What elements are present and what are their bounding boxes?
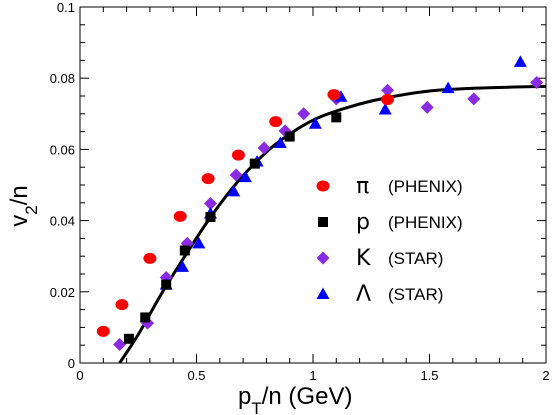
legend: π (PHENIX) p (PHENIX) K (STAR) Λ (STAR) [316, 174, 463, 307]
x-tick-label: 1 [309, 368, 316, 383]
x-tick-label: 2 [542, 368, 549, 383]
circle-point [381, 94, 395, 106]
legend-item: p (PHENIX) [318, 210, 463, 235]
legend-item: Λ (STAR) [316, 282, 443, 307]
circle-point [201, 173, 215, 185]
triangle-point [192, 236, 206, 249]
circle-point [231, 149, 245, 161]
diamond-point [381, 83, 395, 97]
diamond-point [467, 92, 481, 106]
square-point [179, 245, 190, 256]
axis-ticks [79, 6, 547, 364]
triangle-point [176, 260, 190, 272]
series-circle [96, 89, 395, 337]
square-point [331, 112, 342, 123]
diamond-point [530, 75, 544, 89]
triangle-point [441, 81, 455, 94]
circle-point [143, 252, 157, 264]
legend-marker [316, 180, 330, 192]
legend-source: (STAR) [388, 249, 443, 268]
diamond-point [113, 337, 127, 351]
circle-point [327, 89, 341, 101]
circle-point [269, 116, 283, 128]
legend-marker [316, 251, 330, 265]
square-point [284, 131, 295, 142]
series-triangle [159, 55, 527, 290]
diamond-point [297, 107, 311, 121]
circle-point [115, 299, 129, 311]
legend-symbol: π [356, 174, 369, 199]
legend-symbol: K [356, 246, 371, 271]
x-tick-label: 0 [76, 368, 83, 383]
triangle-point [378, 103, 392, 115]
diamond-point [420, 100, 434, 114]
y-tick-label: 0.06 [50, 142, 75, 157]
circle-point [173, 210, 187, 222]
y-axis-title: v2/n [6, 185, 41, 226]
triangle-point [308, 117, 322, 129]
y-tick-label: 0.04 [50, 214, 75, 229]
x-tick-label: 1.5 [420, 368, 438, 383]
legend-source: (PHENIX) [388, 213, 463, 232]
y-axis-label: v2/n [6, 185, 41, 226]
legend-item: π (PHENIX) [316, 174, 463, 199]
legend-symbol: p [356, 210, 370, 235]
y-tick-label: 0.02 [50, 285, 75, 300]
square-point [161, 279, 172, 290]
legend-marker [316, 287, 330, 299]
legend-source: (PHENIX) [388, 177, 463, 196]
x-axis-title: pT/n (GeV) [238, 383, 352, 415]
diamond-point [203, 197, 217, 211]
x-tick-label: 0.5 [187, 368, 205, 383]
square-point [140, 312, 151, 323]
y-tick-label: 0 [68, 356, 75, 371]
x-axis-label: pT/n (GeV) [238, 383, 352, 415]
triangle-point [227, 184, 241, 197]
diamond-point [257, 141, 271, 155]
triangle-point [238, 170, 252, 183]
plot-frame [79, 6, 547, 364]
square-point [249, 158, 260, 169]
fit-curve [118, 84, 547, 364]
diamond-point [229, 168, 243, 182]
triangle-point [273, 136, 287, 148]
circle-point [96, 325, 110, 337]
series-square [123, 112, 342, 344]
data-markers [96, 55, 544, 351]
series-diamond [113, 75, 544, 351]
triangle-point [513, 55, 527, 67]
legend-symbol: Λ [356, 282, 371, 307]
square-point [205, 212, 216, 223]
legend-item: K (STAR) [316, 246, 443, 271]
square-point [123, 333, 134, 344]
legend-marker [318, 217, 328, 227]
axis-tick-labels: 0 0.5 1 1.5 2 0 0.02 0.04 0.06 0.08 0.1 [50, 0, 550, 383]
legend-source: (STAR) [388, 285, 443, 304]
y-tick-label: 0.1 [57, 0, 75, 15]
plot-area: 0 0.5 1 1.5 2 0 0.02 0.04 0.06 0.08 0.1 [50, 0, 550, 383]
y-tick-label: 0.08 [50, 71, 75, 86]
